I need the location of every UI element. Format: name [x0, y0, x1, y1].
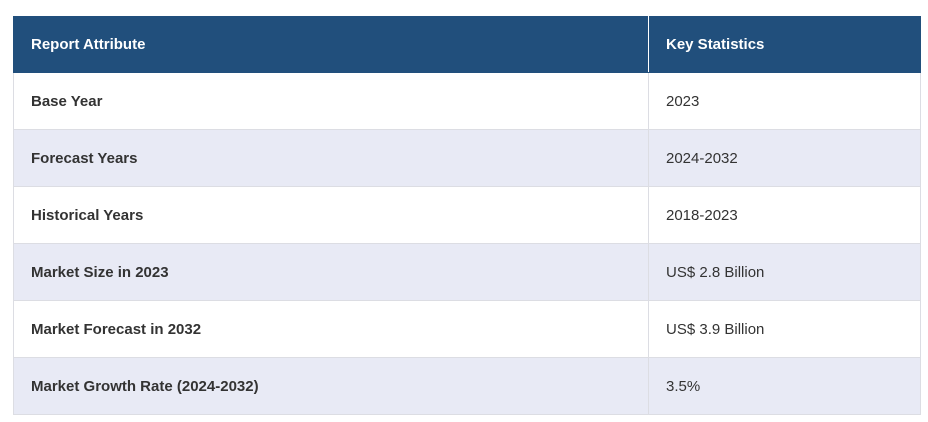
- attribute-cell: Market Size in 2023: [13, 243, 649, 301]
- attribute-cell: Historical Years: [13, 186, 649, 244]
- value-cell: 3.5%: [648, 357, 921, 415]
- table-row: Market Forecast in 2032 US$ 3.9 Billion: [13, 300, 921, 358]
- value-cell: US$ 3.9 Billion: [648, 300, 921, 358]
- attribute-cell: Base Year: [13, 72, 649, 130]
- table-row: Base Year 2023: [13, 72, 921, 130]
- table-row: Market Size in 2023 US$ 2.8 Billion: [13, 243, 921, 301]
- value-cell: 2024-2032: [648, 129, 921, 187]
- table-row: Market Growth Rate (2024-2032) 3.5%: [13, 357, 921, 415]
- header-row: Report Attribute Key Statistics: [13, 16, 921, 73]
- attribute-cell: Market Forecast in 2032: [13, 300, 649, 358]
- table-row: Historical Years 2018-2023: [13, 186, 921, 244]
- attribute-cell: Market Growth Rate (2024-2032): [13, 357, 649, 415]
- table-row: Forecast Years 2024-2032: [13, 129, 921, 187]
- value-cell: 2018-2023: [648, 186, 921, 244]
- value-cell: US$ 2.8 Billion: [648, 243, 921, 301]
- attribute-cell: Forecast Years: [13, 129, 649, 187]
- value-cell: 2023: [648, 72, 921, 130]
- header-cell: Report Attribute: [13, 16, 649, 73]
- stats-table: Report Attribute Key Statistics Base Yea…: [13, 16, 921, 415]
- header-cell: Key Statistics: [648, 16, 921, 73]
